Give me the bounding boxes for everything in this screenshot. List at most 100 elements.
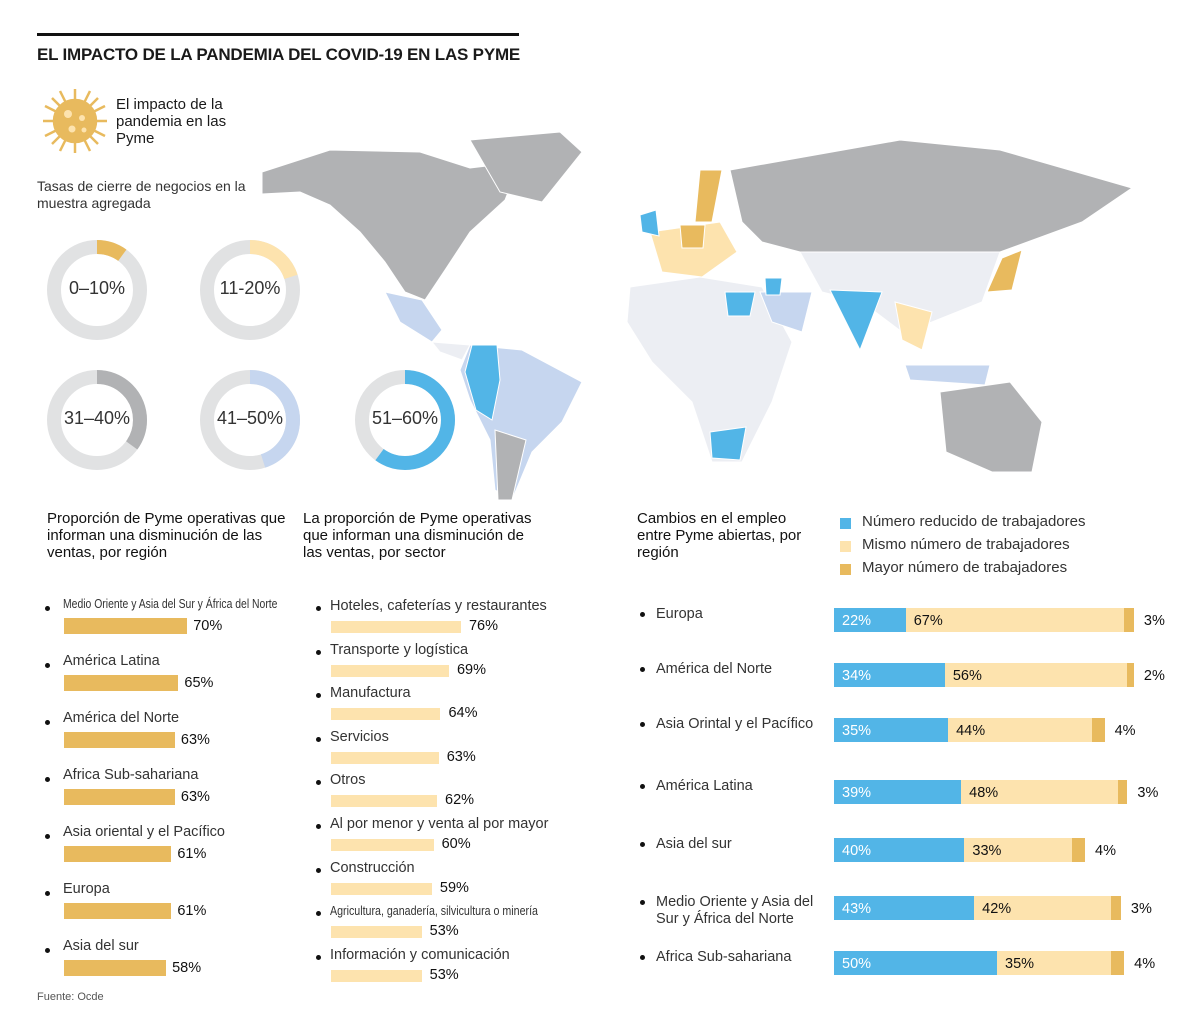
region-bar (64, 618, 188, 634)
employment-value: 50% (842, 956, 872, 972)
list-bullet (316, 736, 321, 742)
list-bullet (316, 606, 321, 611)
employment-bar-segment (1111, 896, 1121, 920)
list-bullet (640, 955, 645, 960)
map-scandinavia (694, 169, 723, 223)
employment-value: 35% (842, 723, 872, 739)
sector-bar (331, 621, 461, 633)
list-bullet (316, 780, 321, 786)
donut-label: 31–40% (63, 408, 131, 428)
sector-label: Al por menor y venta al por mayor (330, 816, 549, 832)
world-map (261, 131, 1134, 501)
sector-value: 63% (446, 748, 476, 765)
donut-section-title: Tasas de cierre de negocios en la muestr… (37, 178, 246, 211)
region-bar (64, 960, 167, 976)
region-value: 63% (180, 732, 210, 748)
sector-label: Información y comunicación (330, 946, 510, 963)
region-bar (64, 789, 175, 805)
list-bullet (640, 667, 645, 672)
employment-label: América del Norte (656, 661, 773, 677)
map-australia (939, 381, 1043, 473)
donut-label: 41–50% (216, 408, 284, 428)
employment-bar-segment (997, 951, 1112, 975)
title-rule (37, 33, 519, 36)
sector-label: Agricultura, ganadería, silvicultura o m… (330, 903, 538, 919)
list-bullet (45, 891, 50, 896)
employment-value: 43% (842, 901, 872, 917)
list-bullet (316, 954, 321, 960)
employment-value: 3% (1130, 901, 1152, 917)
employment-bar-segment (961, 780, 1118, 804)
employment-bar-segment (964, 838, 1072, 862)
sector-value: 60% (441, 836, 471, 852)
map-egypt (724, 291, 756, 317)
employment-value: 3% (1143, 613, 1165, 629)
region-value: 70% (193, 618, 223, 634)
donut-label: 51–60% (371, 408, 439, 428)
employment-value: 35% (1005, 956, 1035, 972)
employment-bar-segment (834, 780, 962, 804)
employment-value: 39% (842, 785, 872, 801)
employment-value: 22% (842, 613, 872, 629)
map-germany (679, 224, 706, 249)
map-europe (649, 221, 738, 278)
employment-bar-segment (1117, 780, 1128, 804)
source-note: Fuente: Ocde (37, 991, 104, 1003)
employment-title: Cambios en el empleo entre Pyme abiertas… (637, 510, 802, 561)
list-bullet (640, 722, 645, 727)
donut-label: 11-20% (219, 278, 281, 298)
list-bullet (316, 693, 321, 699)
list-bullet (316, 911, 321, 917)
legend-label: Mayor número de trabajadores (862, 559, 1068, 576)
map-central-america (430, 341, 471, 361)
employment-bar-segment (1091, 718, 1105, 742)
list-bullet (316, 649, 321, 655)
map-southern-cone (494, 429, 527, 501)
map-north-america (261, 149, 521, 301)
employment-bar-segment (834, 608, 906, 632)
sector-value: 59% (439, 879, 469, 896)
employment-value: 4% (1114, 723, 1136, 739)
map-middle-east (759, 291, 813, 333)
sector-value: 53% (429, 966, 459, 983)
intro-text: El impacto de la pandemia en las Pyme (116, 96, 227, 147)
list-bullet (45, 606, 50, 611)
sector-bar (331, 926, 422, 939)
employment-bar-segment (1111, 951, 1125, 975)
map-russia (729, 139, 1134, 253)
employment-value: 33% (972, 843, 1002, 859)
employment-bar-segment (974, 896, 1112, 920)
employment-value: 34% (842, 668, 872, 684)
region-label: Africa Sub-sahariana (63, 767, 199, 783)
employment-value: 4% (1095, 843, 1116, 859)
list-bullet (45, 720, 50, 725)
map-greenland (469, 131, 583, 203)
legend-swatch (840, 564, 851, 575)
map-africa (626, 276, 793, 463)
map-iraq (764, 277, 783, 296)
employment-value: 48% (969, 785, 999, 801)
employment-label: América Latina (656, 778, 753, 794)
sector-value: 53% (429, 923, 459, 940)
employment-label: Africa Sub-sahariana (656, 949, 792, 965)
map-uk (639, 209, 660, 237)
region-bar (64, 675, 179, 691)
employment-bar-segment (948, 718, 1092, 742)
sector-bar (331, 839, 434, 851)
region-label: Asia del sur (63, 938, 139, 954)
sector-value: 76% (468, 618, 498, 634)
map-indonesia (904, 364, 991, 386)
employment-bar-segment (905, 608, 1125, 632)
sector-bar (331, 664, 449, 677)
list-bullet (45, 777, 50, 782)
sector-label: Transporte y logística (330, 641, 469, 658)
sector-label: Construcción (330, 859, 415, 876)
employment-value: 67% (913, 613, 943, 629)
donut-arc (200, 240, 300, 340)
list-bullet (45, 948, 50, 953)
region-value: 63% (180, 789, 210, 805)
employment-value: 56% (952, 668, 982, 684)
virus-icon (43, 89, 107, 153)
employment-value: 4% (1134, 956, 1156, 972)
